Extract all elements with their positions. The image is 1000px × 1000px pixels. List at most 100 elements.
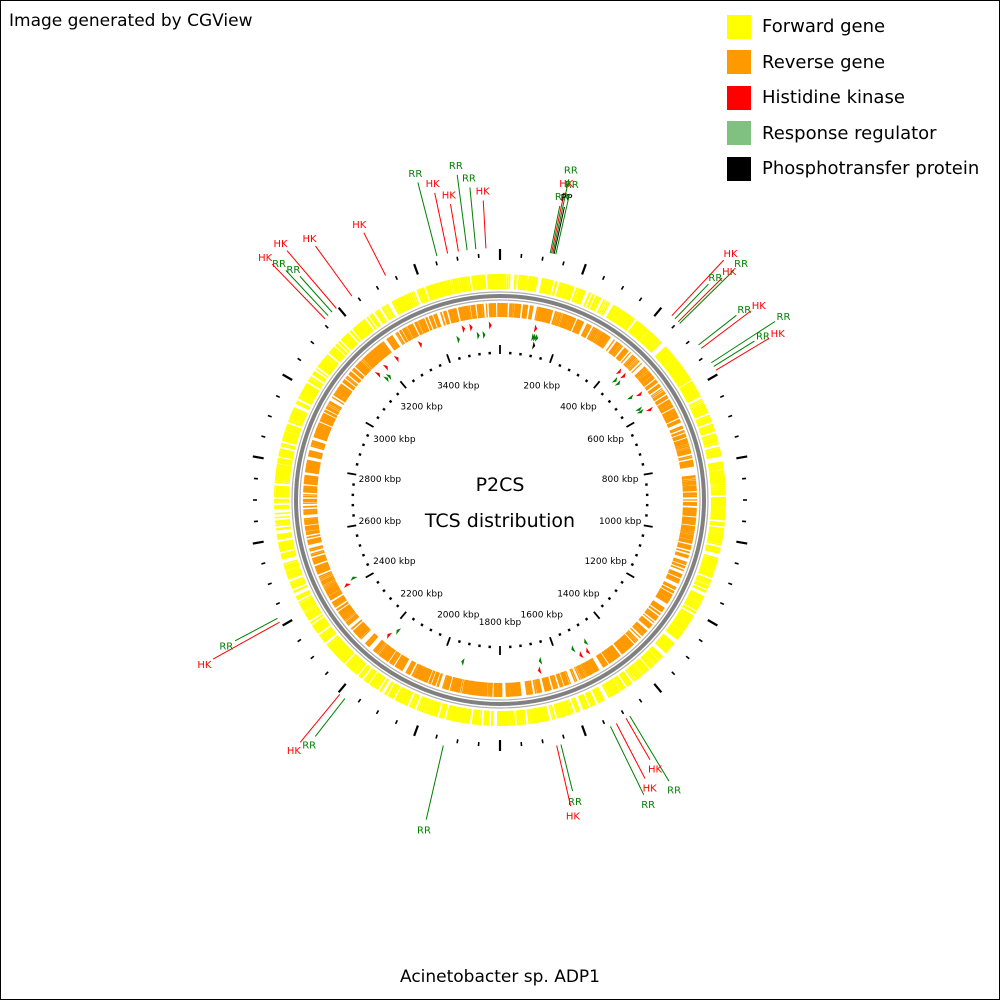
reverse-gene-mark — [682, 507, 697, 510]
reverse-gene-mark — [342, 380, 355, 391]
reverse-gene-mark — [334, 392, 347, 401]
inner-minor-tick — [529, 642, 533, 646]
feature-arrow-rr — [385, 374, 392, 380]
reverse-gene-mark — [633, 624, 645, 635]
forward-gene-mark — [467, 276, 472, 292]
reverse-gene-mark — [447, 309, 454, 324]
reverse-gene-mark — [607, 646, 619, 660]
forward-gene-mark — [281, 438, 298, 445]
reverse-gene-mark — [326, 405, 340, 414]
forward-gene-mark — [286, 423, 302, 431]
inner-major-tick — [593, 611, 601, 620]
inner-major-tick — [643, 472, 653, 476]
reverse-gene-mark — [648, 605, 662, 616]
forward-gene-mark — [459, 277, 465, 293]
outer-ticks — [252, 249, 748, 751]
reverse-gene-mark — [644, 379, 657, 390]
outer-minor-tick — [297, 638, 302, 643]
reverse-gene-mark — [318, 422, 332, 430]
feature-arrow-hk — [533, 324, 538, 333]
forward-gene-mark — [442, 704, 448, 719]
forward-gene-mark — [577, 695, 587, 711]
forward-gene-mark — [428, 284, 437, 300]
reverse-gene-mark — [373, 640, 385, 653]
forward-gene-mark — [670, 366, 684, 377]
reverse-gene-mark — [570, 668, 578, 682]
callout-line-rr — [713, 340, 755, 367]
outer-major-tick — [252, 455, 264, 460]
callout-label-hk: HK — [197, 660, 212, 671]
callout-line-hk — [363, 232, 387, 276]
reverse-gene-mark — [682, 513, 697, 517]
reverse-gene-mark — [348, 372, 361, 384]
outer-minor-tick — [728, 582, 733, 586]
reverse-gene-mark — [417, 320, 425, 334]
forward-gene-mark — [648, 339, 661, 352]
reverse-gene-mark — [469, 680, 475, 696]
forward-gene-mark — [399, 689, 409, 704]
forward-gene-mark — [300, 391, 316, 401]
backbone-ring-inner — [299, 299, 701, 701]
outer-major-tick — [252, 540, 264, 545]
reverse-gene-mark — [382, 646, 392, 659]
reverse-gene-mark — [390, 335, 401, 349]
forward-gene-mark — [279, 544, 295, 551]
forward-gene-mark — [426, 285, 435, 301]
inner-minor-tick — [630, 433, 634, 438]
inner-major-tick — [365, 572, 375, 579]
forward-gene-mark — [551, 280, 558, 297]
reverse-gene-mark — [333, 597, 347, 607]
reverse-gene-mark — [624, 355, 635, 367]
reverse-gene-mark — [598, 652, 609, 666]
reverse-gene-mark — [303, 479, 318, 484]
reverse-gene-mark — [306, 459, 321, 465]
forward-gene-mark — [428, 700, 436, 716]
forward-gene-mark — [277, 457, 293, 463]
reverse-gene-mark — [490, 682, 493, 697]
forward-gene-mark — [708, 465, 724, 471]
forward-gene-mark — [372, 674, 384, 689]
reverse-gene-mark — [638, 617, 651, 629]
reverse-gene-mark — [364, 633, 376, 645]
forward-gene-mark — [412, 694, 421, 710]
forward-gene-mark — [695, 414, 710, 422]
reverse-gene-mark — [354, 622, 366, 634]
forward-gene-mark — [381, 306, 391, 321]
forward-gene-mark — [336, 645, 349, 658]
reverse-gene-mark — [350, 619, 363, 630]
reverse-gene-mark — [569, 668, 577, 683]
forward-gene-mark — [700, 429, 716, 436]
legend: Forward gene Reverse gene Histidine kina… — [727, 9, 979, 187]
feature-arrow-rr — [611, 376, 618, 383]
reverse-gene-mark — [565, 670, 572, 685]
forward-gene-mark — [710, 483, 726, 487]
reverse-gene-mark — [527, 680, 532, 695]
forward-gene-mark — [454, 706, 459, 722]
reverse-gene-mark — [552, 311, 559, 326]
feature-arrow-rr — [614, 380, 621, 386]
inner-minor-tick — [382, 407, 386, 412]
callout-line-rr — [425, 745, 444, 820]
reverse-gene-mark — [346, 375, 359, 386]
outer-minor-tick — [698, 357, 703, 362]
tick-label: 600 kbp — [587, 435, 624, 445]
reverse-gene-mark — [605, 339, 615, 352]
forward-gene-mark — [286, 569, 302, 577]
reverse-gene-mark — [651, 601, 664, 611]
callout-line-rr — [552, 179, 570, 254]
reverse-gene-mark — [670, 564, 685, 572]
outer-minor-tick — [394, 275, 399, 281]
reverse-gene-mark — [674, 552, 689, 559]
forward-gene-mark — [479, 710, 483, 726]
forward-gene-mark — [332, 641, 346, 654]
reverse-gene-mark — [313, 434, 328, 442]
reverse-gene-mark — [557, 312, 564, 327]
reverse-gene-mark — [682, 516, 697, 521]
forward-gene-mark — [644, 652, 657, 665]
reverse-gene-mark — [304, 474, 319, 479]
forward-gene-mark — [684, 390, 700, 401]
forward-gene-mark — [513, 274, 517, 290]
reverse-gene-mark — [303, 518, 319, 522]
callout-label-rr: RR — [756, 332, 770, 343]
callout-label-hk: HK — [476, 186, 491, 197]
